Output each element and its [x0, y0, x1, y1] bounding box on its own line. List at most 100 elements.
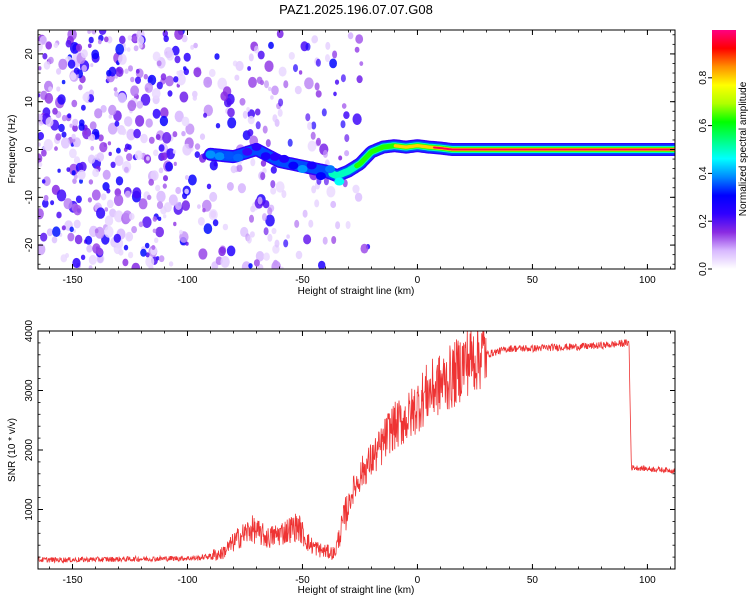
speckle — [140, 133, 148, 144]
speckle — [156, 190, 166, 203]
speckle — [73, 204, 82, 216]
speckle — [262, 125, 268, 134]
speckle — [311, 121, 317, 130]
speckle — [78, 161, 87, 172]
speckle — [188, 174, 197, 186]
speckle — [268, 41, 274, 50]
speckle — [92, 168, 100, 178]
speckle — [116, 147, 121, 154]
speckle — [276, 30, 284, 39]
speckle — [145, 118, 153, 128]
speckle — [193, 67, 202, 78]
speckle — [163, 175, 168, 182]
speckle — [43, 194, 49, 202]
speckle — [108, 104, 117, 116]
speckle — [162, 183, 167, 189]
speckle — [73, 156, 81, 165]
speckle — [85, 235, 93, 245]
speckle — [52, 226, 61, 237]
speckle — [236, 164, 243, 172]
speckle — [140, 93, 151, 106]
speckle — [160, 107, 169, 119]
speckle — [307, 140, 317, 152]
speckle — [108, 114, 113, 119]
speckle — [310, 131, 316, 140]
ridge-blob — [269, 152, 280, 161]
speckle — [100, 105, 107, 113]
speckle — [74, 234, 83, 245]
spectrogram-x-ticks: -150 -100 -50 0 50 100 — [49, 30, 671, 286]
speckle — [179, 91, 189, 103]
speckle — [147, 194, 152, 201]
speckle — [145, 87, 149, 92]
speckle — [131, 262, 141, 269]
speckle — [283, 239, 289, 248]
y-tick-label: -20 — [24, 237, 35, 252]
speckle — [270, 187, 277, 195]
speckle — [113, 194, 124, 207]
speckle — [89, 121, 97, 130]
x-tick-label: 0 — [415, 575, 421, 586]
speckle — [230, 165, 237, 174]
speckle — [271, 85, 279, 96]
speckle — [335, 221, 341, 230]
speckle — [303, 234, 312, 245]
speckle — [192, 90, 198, 98]
speckle — [67, 113, 72, 119]
speckle — [114, 155, 124, 167]
speckle — [45, 117, 54, 127]
speckle — [152, 108, 161, 119]
speckle — [278, 66, 287, 77]
speckle — [67, 59, 76, 69]
speckle — [268, 86, 272, 92]
speckle — [73, 174, 78, 180]
speckle — [118, 249, 124, 256]
speckle — [102, 169, 111, 180]
speckle — [163, 214, 167, 219]
speckle — [127, 100, 137, 112]
speckle — [78, 84, 83, 91]
speckle — [119, 35, 126, 44]
x-tick-label: 100 — [639, 575, 656, 586]
speckle — [227, 107, 235, 118]
speckle — [267, 207, 273, 216]
speckle — [38, 66, 42, 71]
speckle — [130, 76, 135, 83]
speckle — [176, 70, 180, 76]
speckle — [212, 219, 219, 227]
speckle — [150, 170, 159, 181]
speckle — [113, 233, 122, 243]
ridge-blob — [334, 177, 345, 186]
speckle — [174, 55, 181, 64]
speckle — [257, 50, 265, 60]
speckle — [96, 207, 106, 219]
speckle — [42, 199, 49, 208]
speckle — [344, 134, 350, 143]
snr-xlabel: Height of straight line (km) — [298, 585, 415, 596]
speckle — [69, 123, 73, 128]
speckle — [209, 68, 216, 78]
speckle — [185, 241, 189, 246]
speckle — [56, 189, 67, 202]
speckle — [83, 130, 88, 136]
speckle — [136, 100, 144, 109]
speckle — [218, 246, 226, 257]
speckle — [185, 123, 195, 135]
speckle — [123, 244, 129, 251]
ridge-blob — [260, 152, 271, 161]
speckle — [140, 248, 147, 257]
speckle — [134, 150, 143, 161]
speckle — [91, 189, 101, 201]
speckle — [264, 60, 274, 72]
speckle — [115, 43, 125, 55]
speckle — [50, 200, 55, 206]
speckle — [73, 67, 80, 75]
speckle — [162, 132, 172, 144]
speckle — [71, 133, 76, 140]
speckle — [302, 209, 308, 218]
speckle — [94, 108, 103, 119]
speckle — [113, 87, 118, 92]
speckle — [86, 244, 93, 253]
speckle — [359, 61, 364, 66]
y-tick-label: 2000 — [24, 438, 35, 461]
